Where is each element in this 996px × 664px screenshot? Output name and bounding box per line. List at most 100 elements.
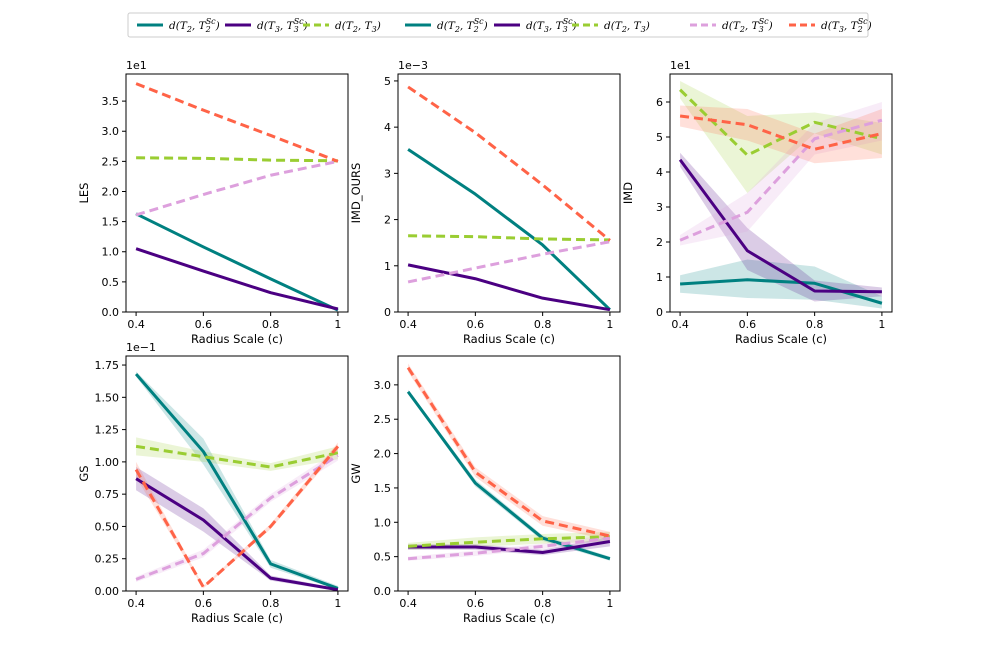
chart-panel-gw: 0.4 0.6 0.8 1 0.0 0.5 1.0 1.5 2.0 2.5 3.0 Radius Sc… xyxy=(349,355,621,625)
chart-panel-imd_ours: 0.4 0.6 0.8 1 0 1 2 3 4 5 1e−3 Radius Scale (c) IMD_… xyxy=(349,59,621,346)
chart-panel-imd: 0.4 0.6 0.8 1 0 1 2 3 4 5 6 1e1 Radius Scale (c) IMD xyxy=(621,59,893,346)
y-tick-label: 3.0 xyxy=(374,379,392,392)
chart-panel-gs: 0.4 0.6 0.8 1 0.00 0.25 0.50 0.75 1.00 1.25 1.50 1.… xyxy=(77,341,349,625)
y-tick-label: 0.5 xyxy=(374,551,392,564)
series-line xyxy=(408,234,610,242)
x-tick-label: 0.4 xyxy=(127,597,145,610)
x-tick-label: 0.8 xyxy=(534,318,552,331)
y-tick-label: 3.5 xyxy=(102,95,120,108)
y-tick-label: 0.25 xyxy=(95,553,120,566)
y-tick-label: 1 xyxy=(656,271,663,284)
y-tick-label: 3 xyxy=(656,201,663,214)
legend-label: d(T3, T2Sc) xyxy=(821,17,872,34)
y-axis-label: IMD xyxy=(621,182,635,204)
confidence-band xyxy=(680,105,882,164)
y-tick-label: 0.0 xyxy=(102,306,120,319)
series-line xyxy=(679,88,883,157)
confidence-band xyxy=(136,450,338,582)
y-tick-label: 4 xyxy=(656,166,663,179)
y-tick-label: 1.0 xyxy=(102,246,120,259)
series-line xyxy=(407,536,611,561)
legend-label: d(T2, T3) xyxy=(335,20,381,34)
y-tick-label: 1.75 xyxy=(95,359,120,372)
series-line xyxy=(135,454,339,581)
y-tick-label: 3 xyxy=(384,167,391,180)
x-tick-label: 0.6 xyxy=(195,597,213,610)
series-line xyxy=(135,159,339,217)
y-tick-label: 2 xyxy=(656,236,663,249)
y-tick-label: 1.50 xyxy=(95,391,120,404)
series-line xyxy=(407,148,611,311)
x-tick-label: 0.8 xyxy=(262,597,280,610)
x-tick-label: 0.8 xyxy=(262,318,280,331)
series-line xyxy=(678,158,882,294)
y-tick-label: 6 xyxy=(656,96,663,109)
y-tick-label: 2.5 xyxy=(102,155,120,168)
y-tick-label: 4 xyxy=(384,121,391,134)
y-tick-label: 0 xyxy=(656,306,663,319)
legend-label: d(T2, T3) xyxy=(604,20,650,34)
y-tick-label: 0.00 xyxy=(95,585,120,598)
x-tick-label: 1 xyxy=(878,318,885,331)
y-tick-label: 0.5 xyxy=(102,276,120,289)
series-line xyxy=(135,247,339,311)
series-line xyxy=(135,212,339,312)
x-axis-label: Radius Scale (c) xyxy=(735,332,827,346)
y-axis-label: GS xyxy=(77,465,91,481)
series-line xyxy=(135,82,339,163)
y-tick-label: 1.0 xyxy=(374,516,392,529)
x-tick-label: 1 xyxy=(606,318,613,331)
confidence-band xyxy=(136,437,338,471)
x-tick-label: 0.8 xyxy=(534,597,552,610)
x-tick-label: 1 xyxy=(334,597,341,610)
axes-frame xyxy=(669,73,893,313)
x-tick-label: 0.6 xyxy=(739,318,757,331)
series-line xyxy=(679,278,883,305)
x-tick-label: 0.4 xyxy=(671,318,689,331)
y-tick-label: 2.5 xyxy=(374,413,392,426)
y-tick-label: 5 xyxy=(656,131,663,144)
axes-frame xyxy=(125,355,349,592)
axes-frame xyxy=(397,355,621,592)
series-line xyxy=(679,114,883,151)
x-axis-label: Radius Scale (c) xyxy=(191,611,283,625)
x-axis-label: Radius Scale (c) xyxy=(191,332,283,346)
series-line xyxy=(135,477,339,591)
x-tick-label: 0.6 xyxy=(467,318,485,331)
y-axis-label: GW xyxy=(349,463,363,483)
x-axis-label: Radius Scale (c) xyxy=(463,332,555,346)
confidence-band xyxy=(136,371,338,590)
y-tick-label: 5 xyxy=(384,75,391,88)
legend: d(T2, T2Sc) d(T3, T3Sc) d(T2, T3) d(T2, T2S… xyxy=(127,12,872,38)
y-tick-label: 1 xyxy=(384,260,391,273)
y-axis-multiplier: 1e−3 xyxy=(398,59,428,72)
series-line xyxy=(135,444,339,469)
x-tick-label: 0.4 xyxy=(127,318,145,331)
legend-label: d(T3, T3Sc) xyxy=(257,17,308,34)
series-line xyxy=(407,263,611,312)
axes-frame xyxy=(125,73,349,313)
confidence-band xyxy=(680,102,882,246)
legend-label: d(T2, T3Sc) xyxy=(722,17,773,34)
x-tick-label: 0.6 xyxy=(467,597,485,610)
y-tick-label: 0.50 xyxy=(95,520,120,533)
chart-panels: 0.4 0.6 0.8 1 0.0 0.5 1.0 1.5 2.0 2.5 3.0 3.5 1e1 Rad… xyxy=(77,59,893,625)
x-tick-label: 0.4 xyxy=(399,597,417,610)
series-line xyxy=(134,373,339,590)
y-tick-label: 0 xyxy=(384,306,391,319)
series-line xyxy=(136,156,338,163)
x-axis-label: Radius Scale (c) xyxy=(463,611,555,625)
y-tick-label: 1.5 xyxy=(374,482,392,495)
y-tick-label: 0.75 xyxy=(95,488,120,501)
x-tick-label: 1 xyxy=(606,597,613,610)
y-tick-label: 0.0 xyxy=(374,585,392,598)
series-line xyxy=(407,535,610,548)
x-tick-label: 0.4 xyxy=(399,318,417,331)
y-axis-label: IMD_OURS xyxy=(349,163,363,224)
x-tick-label: 1 xyxy=(334,318,341,331)
y-tick-label: 3.0 xyxy=(102,125,120,138)
y-tick-label: 1.25 xyxy=(95,424,120,437)
legend-label: d(T2, T2Sc) xyxy=(437,17,488,34)
y-axis-multiplier: 1e1 xyxy=(126,59,147,72)
